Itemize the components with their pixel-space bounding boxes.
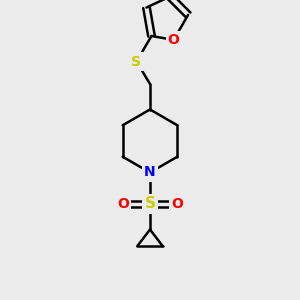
Text: N: N	[144, 166, 156, 179]
Text: S: S	[145, 196, 155, 211]
Text: O: O	[168, 33, 180, 47]
Text: O: O	[117, 197, 129, 211]
Text: S: S	[131, 55, 142, 68]
Text: O: O	[171, 197, 183, 211]
